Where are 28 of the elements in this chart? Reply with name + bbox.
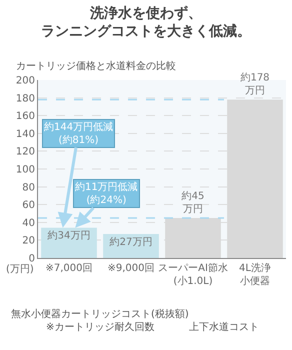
text: 上下水道コスト [189, 321, 259, 333]
y-tick-label: 80 [22, 182, 35, 194]
y-tick-label: 100 [16, 164, 35, 176]
y-tick-label: 200 [16, 76, 35, 86]
x-tick-label: ※7,000回 [45, 263, 93, 274]
y-tick-label: 160 [16, 111, 35, 122]
chart-title: 洗浄水を使わず、ランニングコストを大きく低減。 [41, 6, 251, 40]
y-tick-label: 140 [16, 128, 35, 140]
chart-subtitle: カートリッジ価格と水道料金の比較 [16, 60, 176, 72]
data-label: 約34万円 [48, 230, 90, 242]
x-tick-label: ※9,000回 [107, 263, 155, 274]
bar [41, 228, 97, 258]
data-label: 約178 万円 [240, 72, 270, 97]
y-tick-label: 20 [22, 236, 35, 247]
data-label: 約45 万円 [182, 190, 204, 215]
y-tick-label: 60 [22, 200, 35, 212]
text: ※カートリッジ耐久回数 [46, 321, 154, 333]
annotation: 約144万円低減 (約81%) [44, 121, 114, 146]
annotation: 約11万円低減 (約24%) [75, 181, 138, 206]
y-tick-label: 180 [16, 93, 35, 104]
x-tick-label: 4L洗浄小便器 [239, 262, 271, 287]
x-tick-label: スーパーAI節水(小1.0L) [158, 262, 228, 287]
y-axis-title: (万円) [6, 264, 34, 275]
text: 無水小便器カートリッジコスト(税抜額) [11, 308, 189, 320]
y-tick-label: 120 [16, 146, 35, 158]
y-tick-label: 0 [28, 254, 35, 264]
y-tick-label: 40 [22, 218, 35, 229]
data-label: 約27万円 [110, 236, 152, 248]
